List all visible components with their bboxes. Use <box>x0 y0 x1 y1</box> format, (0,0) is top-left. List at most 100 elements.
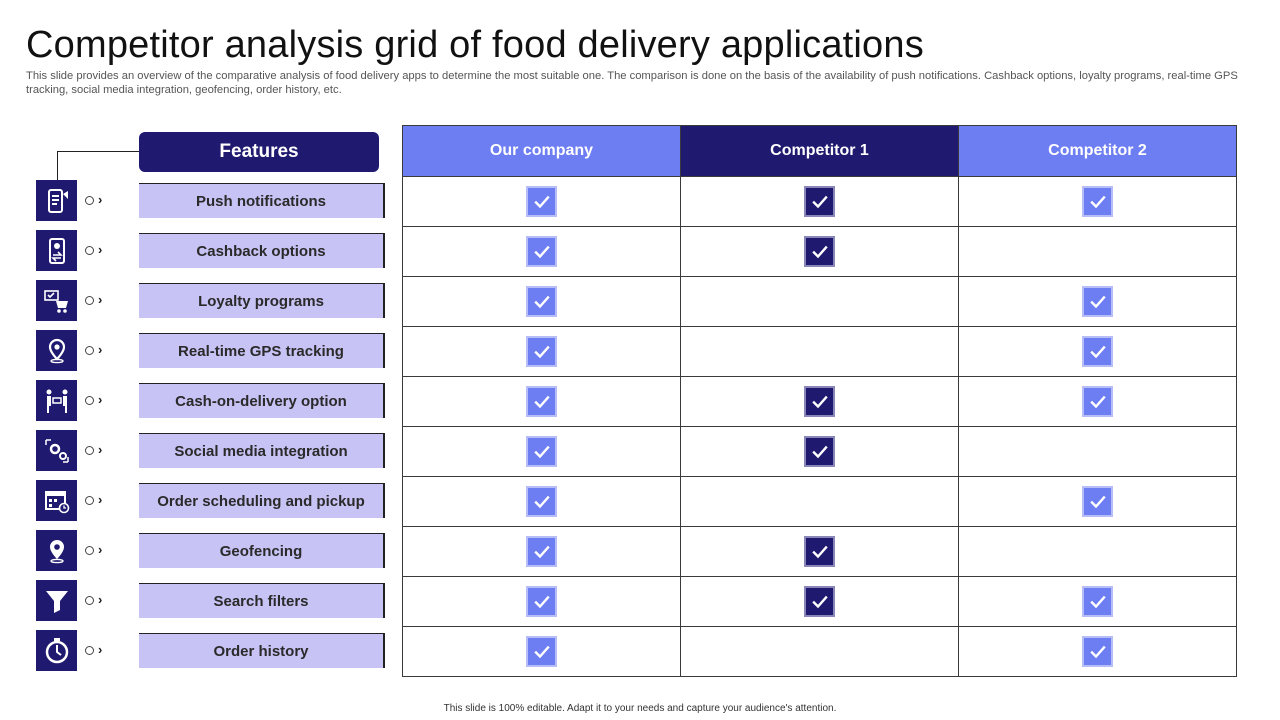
map-pin-icon <box>36 330 77 371</box>
checkbox-checked-icon <box>1082 586 1113 617</box>
grid-cell <box>402 626 681 677</box>
grid-cell <box>680 576 959 627</box>
grid-row <box>402 176 1237 227</box>
mobile-notification-icon <box>36 180 77 221</box>
grid-row <box>402 326 1237 377</box>
checkbox-checked-icon <box>804 586 835 617</box>
checkbox-checked-icon <box>1082 286 1113 317</box>
bullet-circle <box>85 346 94 355</box>
grid-cell <box>680 426 959 477</box>
grid-cell <box>680 526 959 577</box>
footer-note: This slide is 100% editable. Adapt it to… <box>443 703 837 714</box>
gears-network-icon <box>36 430 77 471</box>
feature-label: Cash-on-delivery option <box>139 383 385 418</box>
bullet-circle <box>85 646 94 655</box>
grid-cell <box>680 326 959 377</box>
checkbox-checked-icon <box>526 636 557 667</box>
mobile-cashback-icon <box>36 230 77 271</box>
grid-cell <box>958 176 1237 227</box>
grid-row <box>402 526 1237 577</box>
grid-cell <box>402 576 681 627</box>
grid-cell <box>680 476 959 527</box>
grid-cell <box>958 326 1237 377</box>
grid-cell <box>958 426 1237 477</box>
checkbox-checked-icon <box>526 286 557 317</box>
column-our-company: Our company <box>402 125 681 177</box>
grid-cell <box>680 376 959 427</box>
chevron-right-icon: › <box>98 392 103 407</box>
grid-cell <box>402 426 681 477</box>
grid-cell <box>680 276 959 327</box>
checkbox-checked-icon <box>804 386 835 417</box>
chevron-right-icon: › <box>98 642 103 657</box>
grid-cell <box>958 276 1237 327</box>
grid-cell <box>958 526 1237 577</box>
grid-cell <box>680 176 959 227</box>
chevron-right-icon: › <box>98 292 103 307</box>
grid-cell <box>680 226 959 277</box>
page-subtitle: This slide provides an overview of the c… <box>26 70 1238 96</box>
grid-cell <box>958 376 1237 427</box>
loyalty-cart-icon <box>36 280 77 321</box>
grid-row <box>402 626 1237 677</box>
grid-row <box>402 576 1237 627</box>
grid-row <box>402 226 1237 277</box>
checkbox-checked-icon <box>804 186 835 217</box>
chevron-right-icon: › <box>98 242 103 257</box>
feature-label: Cashback options <box>139 233 385 268</box>
chevron-right-icon: › <box>98 442 103 457</box>
connector-horizontal <box>57 151 139 152</box>
feature-label: Social media integration <box>139 433 385 468</box>
grid-header-row: Our company Competitor 1 Competitor 2 <box>402 125 1237 177</box>
checkbox-checked-icon <box>526 336 557 367</box>
grid-cell <box>402 176 681 227</box>
bullet-circle <box>85 246 94 255</box>
column-competitor-1: Competitor 1 <box>680 125 959 177</box>
bullet-circle <box>85 296 94 305</box>
location-pin-icon <box>36 530 77 571</box>
grid-cell <box>680 626 959 677</box>
funnel-filter-icon <box>36 580 77 621</box>
grid-cell <box>402 326 681 377</box>
checkbox-checked-icon <box>1082 386 1113 417</box>
checkbox-checked-icon <box>526 586 557 617</box>
grid-cell <box>402 526 681 577</box>
checkbox-checked-icon <box>804 436 835 467</box>
bullet-circle <box>85 396 94 405</box>
grid-row <box>402 376 1237 427</box>
grid-cell <box>402 376 681 427</box>
checkbox-checked-icon <box>526 186 557 217</box>
stopwatch-history-icon <box>36 630 77 671</box>
chevron-right-icon: › <box>98 342 103 357</box>
cash-handover-icon <box>36 380 77 421</box>
feature-label: Push notifications <box>139 183 385 218</box>
grid-cell <box>402 226 681 277</box>
chevron-right-icon: › <box>98 192 103 207</box>
connector-vertical <box>57 151 58 180</box>
checkbox-checked-icon <box>526 236 557 267</box>
grid-cell <box>958 626 1237 677</box>
grid-cell <box>958 226 1237 277</box>
column-competitor-2: Competitor 2 <box>958 125 1237 177</box>
bullet-circle <box>85 596 94 605</box>
grid-cell <box>958 476 1237 527</box>
grid-cell <box>402 276 681 327</box>
checkbox-checked-icon <box>526 536 557 567</box>
feature-label: Real-time GPS tracking <box>139 333 385 368</box>
chevron-right-icon: › <box>98 492 103 507</box>
page-title: Competitor analysis grid of food deliver… <box>26 24 924 66</box>
features-header: Features <box>139 132 379 172</box>
checkbox-checked-icon <box>1082 186 1113 217</box>
checkbox-checked-icon <box>804 236 835 267</box>
feature-label: Geofencing <box>139 533 385 568</box>
checkbox-checked-icon <box>1082 636 1113 667</box>
bullet-circle <box>85 196 94 205</box>
grid-row <box>402 476 1237 527</box>
feature-label: Order scheduling and pickup <box>139 483 385 518</box>
feature-label: Order history <box>139 633 385 668</box>
feature-label: Loyalty programs <box>139 283 385 318</box>
chevron-right-icon: › <box>98 592 103 607</box>
calendar-clock-icon <box>36 480 77 521</box>
feature-label: Search filters <box>139 583 385 618</box>
grid-cell <box>958 576 1237 627</box>
